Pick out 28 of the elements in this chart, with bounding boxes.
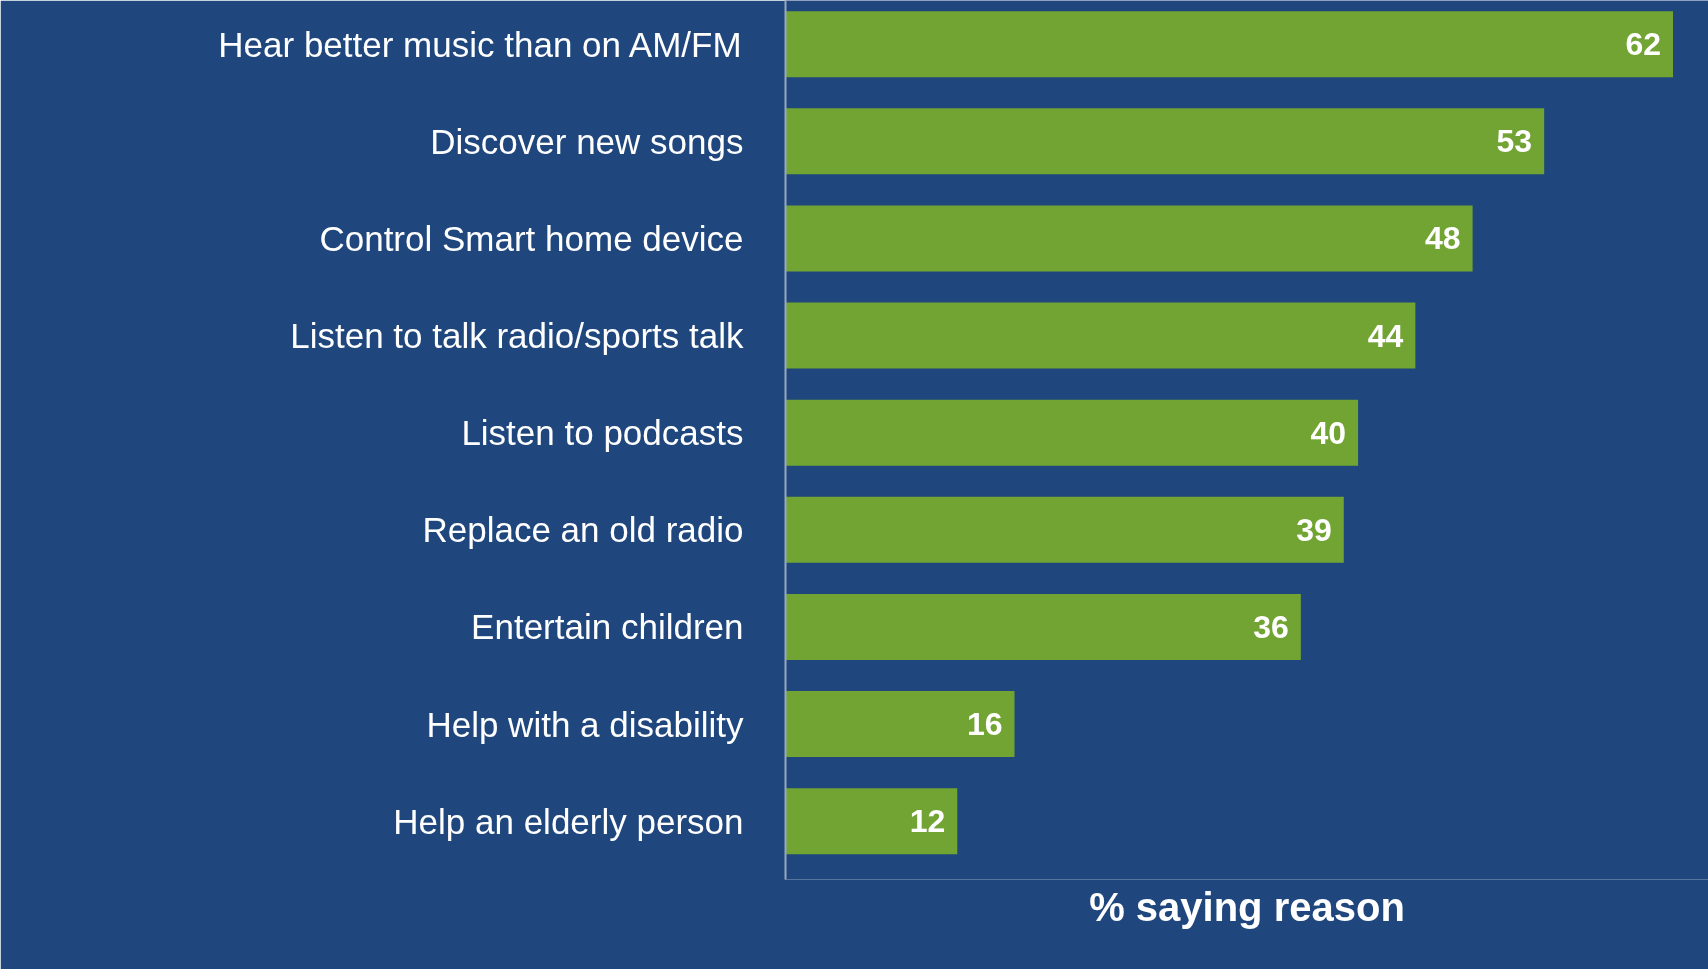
y-tick-label: Help an elderly person xyxy=(393,801,744,841)
bar xyxy=(785,205,1473,272)
y-tick-label: Entertain children xyxy=(471,607,744,647)
data-label: 62 xyxy=(1625,26,1661,63)
data-label: 16 xyxy=(966,706,1003,743)
y-tick-label: Listen to podcasts xyxy=(461,413,744,453)
bar xyxy=(785,108,1545,175)
bar xyxy=(785,691,1015,758)
x-axis-title: % saying reason xyxy=(1089,884,1405,929)
y-tick-label: Control Smart home device xyxy=(319,218,744,258)
y-tick-label: Listen to talk radio/sports talk xyxy=(290,316,744,356)
data-label: 39 xyxy=(1296,511,1332,548)
y-tick-label: Help with a disability xyxy=(426,704,744,744)
y-tick-label: Discover new songs xyxy=(430,121,744,161)
bar xyxy=(785,302,1416,369)
data-label: 48 xyxy=(1425,220,1461,257)
data-label: 12 xyxy=(909,803,946,840)
y-tick-label: Hear better music than on AM/FM xyxy=(218,24,742,64)
data-label: 44 xyxy=(1367,317,1404,354)
data-label: 40 xyxy=(1310,414,1347,451)
y-tick-label: Replace an old radio xyxy=(422,510,744,550)
bar xyxy=(785,788,958,855)
data-label: 53 xyxy=(1496,123,1533,160)
bar xyxy=(785,496,1344,563)
bar xyxy=(785,399,1359,466)
bar xyxy=(785,593,1301,660)
bar xyxy=(785,11,1673,78)
data-label: 36 xyxy=(1253,608,1289,645)
